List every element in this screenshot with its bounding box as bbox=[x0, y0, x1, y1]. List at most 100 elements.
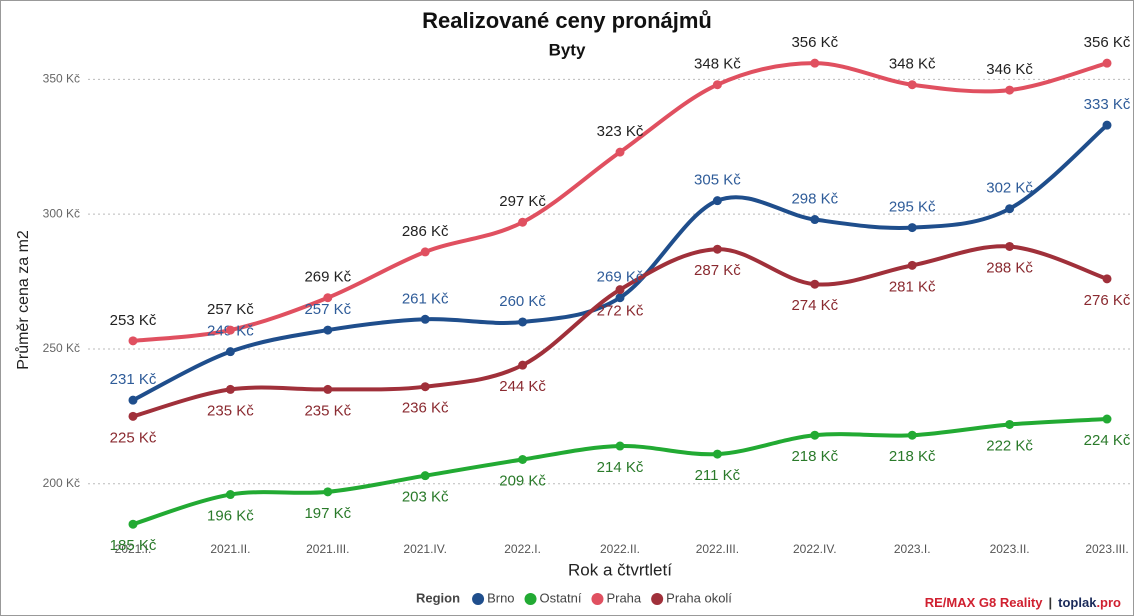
data-point bbox=[518, 317, 528, 327]
data-point bbox=[810, 279, 820, 289]
data-label: 257 Kč bbox=[207, 301, 254, 318]
x-tick-label: 2022.I. bbox=[504, 542, 541, 556]
data-label: 333 Kč bbox=[1084, 96, 1131, 113]
data-label: 236 Kč bbox=[402, 400, 449, 417]
data-point bbox=[712, 449, 722, 459]
data-point bbox=[1102, 58, 1112, 68]
data-label: 346 Kč bbox=[986, 61, 1033, 78]
legend-marker bbox=[472, 593, 485, 605]
footer: RE/MAX G8 Reality | toplak.pro bbox=[925, 595, 1121, 610]
data-point bbox=[518, 360, 528, 370]
data-point bbox=[420, 314, 430, 324]
data-point bbox=[810, 430, 820, 440]
data-point bbox=[615, 441, 625, 451]
y-tick-label: 300 Kč bbox=[43, 206, 80, 220]
data-label: 356 Kč bbox=[1084, 34, 1131, 51]
x-tick-label: 2022.III. bbox=[696, 542, 739, 556]
legend-label: Praha okolí bbox=[666, 590, 732, 605]
data-point bbox=[323, 325, 333, 335]
x-tick-label: 2021.IV. bbox=[403, 542, 447, 556]
legend-marker bbox=[651, 593, 664, 605]
y-axis-label: Průměr cena za m2 bbox=[14, 230, 32, 370]
data-label: 211 Kč bbox=[695, 467, 741, 484]
data-point bbox=[323, 487, 333, 497]
data-point bbox=[128, 519, 138, 529]
legend-label: Praha bbox=[606, 590, 641, 605]
data-label: 348 Kč bbox=[694, 56, 741, 73]
data-point bbox=[1102, 414, 1112, 424]
data-point bbox=[1005, 204, 1015, 214]
data-point bbox=[518, 217, 528, 227]
data-label: 260 Kč bbox=[499, 293, 546, 310]
data-point bbox=[712, 196, 722, 206]
data-label: 348 Kč bbox=[889, 56, 936, 73]
x-tick-label: 2021.III. bbox=[306, 542, 349, 556]
legend-label: Ostatní bbox=[540, 590, 582, 605]
data-label: 218 Kč bbox=[889, 448, 936, 465]
data-point bbox=[810, 58, 820, 68]
data-point bbox=[225, 347, 235, 357]
data-label: 203 Kč bbox=[402, 489, 449, 506]
data-point bbox=[810, 215, 820, 225]
data-label: 323 Kč bbox=[597, 123, 644, 140]
data-point bbox=[907, 430, 917, 440]
data-point bbox=[615, 293, 625, 303]
data-label: 196 Kč bbox=[207, 508, 254, 525]
y-tick-label: 200 Kč bbox=[43, 476, 80, 490]
legend-label: Brno bbox=[487, 590, 514, 605]
data-point bbox=[323, 384, 333, 394]
data-label: 269 Kč bbox=[304, 269, 351, 286]
legend-marker bbox=[524, 593, 537, 605]
x-tick-label: 2023.II. bbox=[990, 542, 1030, 556]
series-line bbox=[131, 123, 1109, 403]
data-label: 298 Kč bbox=[791, 190, 838, 207]
data-label: 274 Kč bbox=[791, 297, 838, 314]
data-label: 218 Kč bbox=[791, 448, 838, 465]
chart-subtitle: Byty bbox=[549, 40, 586, 59]
data-label: 297 Kč bbox=[499, 193, 546, 210]
data-label: 197 Kč bbox=[304, 505, 351, 522]
data-point bbox=[907, 223, 917, 233]
x-tick-label: 2022.IV. bbox=[793, 542, 837, 556]
data-label: 253 Kč bbox=[110, 312, 157, 329]
footer-site: toplak bbox=[1058, 595, 1097, 610]
data-label: 257 Kč bbox=[304, 301, 351, 318]
data-label: 209 Kč bbox=[499, 472, 546, 489]
data-point bbox=[225, 384, 235, 394]
data-point bbox=[128, 411, 138, 421]
data-label: 261 Kč bbox=[402, 290, 449, 307]
data-point bbox=[712, 244, 722, 254]
data-point bbox=[1102, 274, 1112, 284]
data-point bbox=[1005, 85, 1015, 95]
data-label: 281 Kč bbox=[889, 278, 936, 295]
y-tick-label: 250 Kč bbox=[43, 341, 80, 355]
data-point bbox=[323, 293, 333, 303]
data-label: 222 Kč bbox=[986, 437, 1033, 454]
footer-brand: RE/MAX G8 Reality bbox=[925, 595, 1044, 610]
data-label: 269 Kč bbox=[597, 269, 644, 286]
data-point bbox=[128, 395, 138, 405]
data-label: 235 Kč bbox=[207, 402, 254, 419]
data-label: 276 Kč bbox=[1084, 292, 1131, 309]
chart-title: Realizované ceny pronájmů bbox=[422, 8, 712, 33]
x-tick-label: 2023.III. bbox=[1085, 542, 1128, 556]
footer-site-suffix: .pro bbox=[1096, 595, 1121, 610]
data-label: 356 Kč bbox=[791, 34, 838, 51]
data-point bbox=[518, 455, 528, 465]
data-label: 302 Kč bbox=[986, 180, 1033, 197]
legend-title: Region bbox=[416, 590, 460, 605]
x-tick-label: 2021.II. bbox=[210, 542, 250, 556]
x-tick-label: 2021.I. bbox=[115, 542, 152, 556]
legend-marker bbox=[591, 593, 604, 605]
data-point bbox=[1005, 241, 1015, 251]
data-point bbox=[225, 490, 235, 500]
data-label: 295 Kč bbox=[889, 199, 936, 216]
data-label: 305 Kč bbox=[694, 172, 741, 189]
data-label: 272 Kč bbox=[597, 303, 644, 320]
data-label: 235 Kč bbox=[304, 402, 351, 419]
data-point bbox=[420, 471, 430, 481]
y-tick-label: 350 Kč bbox=[43, 71, 80, 85]
